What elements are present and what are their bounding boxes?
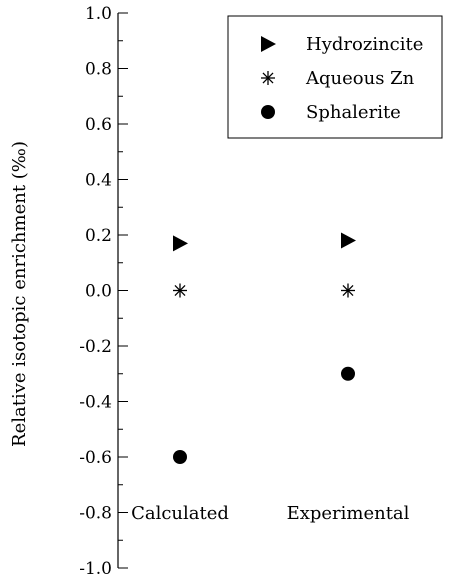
category-label: Experimental [287,503,410,524]
hydrozincite-point [173,235,188,252]
asterisk-stroke [174,285,186,296]
category-labels: Calculated Experimental [131,503,410,524]
sphalerite-point [173,450,187,464]
legend-marker [261,105,275,119]
y-tick-label: 0.4 [85,171,112,191]
y-tick-label: 0.8 [85,60,112,80]
y-tick-label: -0.2 [79,337,112,357]
y-tick-label: 0.0 [85,282,112,302]
y-tick-label: -0.4 [79,393,112,413]
y-tick-label: -0.8 [79,504,112,524]
aqueous-zn-point [173,283,187,298]
y-axis-label: Relative isotopic enrichment (‰) [9,141,30,447]
legend-marker [261,36,276,52]
legend-label: Sphalerite [306,102,401,123]
legend-marker [261,71,275,85]
asterisk-stroke [262,72,274,84]
y-tick-label: 0.2 [85,226,112,246]
legend-label: Hydrozincite [306,34,423,55]
sphalerite-point [341,366,355,381]
y-tick-label: 0.6 [85,115,112,135]
hydrozincite-point [341,232,356,249]
y-axis-ticks: 1.0 0.8 0.6 0.4 0.2 0.0 -0.2 -0.4 -0.6 -0.8 -1.0 [79,4,128,579]
data-marks [173,232,356,464]
category-label: Calculated [131,503,229,524]
legend: Hydrozincite Aqueous Zn Sphalerite [227,15,443,139]
aqueous-zn-point [341,283,355,298]
legend-box [227,15,443,139]
asterisk-stroke [342,285,354,296]
y-tick-label: -0.6 [79,448,112,468]
y-tick-label: 1.0 [85,4,112,24]
legend-label: Aqueous Zn [305,68,415,89]
y-tick-label: -1.0 [79,559,112,574]
